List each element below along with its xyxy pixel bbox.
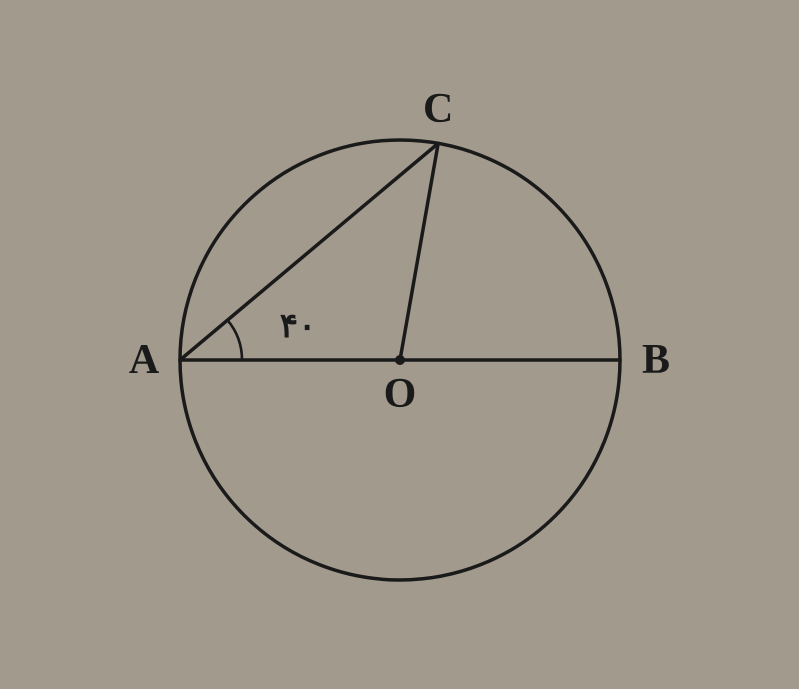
label-a: A	[129, 336, 159, 384]
angle-label: ۴۰	[280, 306, 317, 346]
diagram-stage: A B C O ۴۰	[0, 0, 799, 689]
geometry-svg	[0, 0, 799, 689]
label-o: O	[384, 370, 417, 418]
label-c: C	[423, 85, 453, 133]
label-b: B	[642, 336, 670, 384]
